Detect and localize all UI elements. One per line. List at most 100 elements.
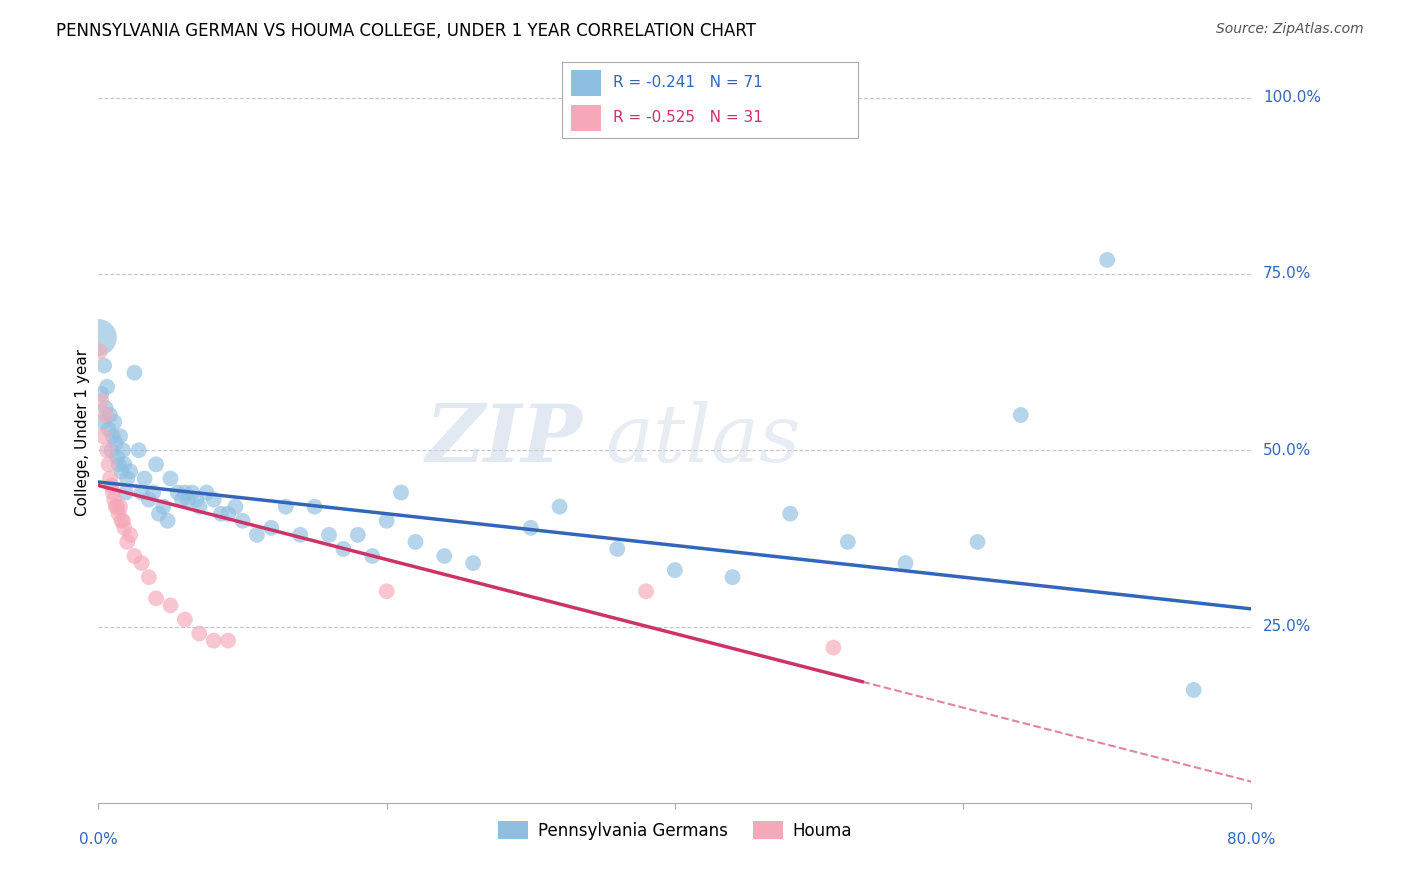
Point (138, 570, 160, 584)
Point (217, 507, 239, 521)
Point (202, 633, 225, 648)
Point (181, 485, 204, 500)
Point (117, 535, 139, 549)
Point (837, 535, 859, 549)
Text: 0.0%: 0.0% (79, 832, 118, 847)
Point (112, 458, 135, 472)
Point (145, 458, 167, 472)
Point (166, 485, 188, 500)
Point (103, 415, 125, 429)
Point (548, 500, 571, 514)
Point (186, 492, 208, 507)
Point (1182, 683, 1205, 698)
Point (87, 330, 110, 344)
Point (148, 507, 170, 521)
Point (405, 535, 427, 549)
Point (520, 521, 543, 535)
Text: 50.0%: 50.0% (1263, 442, 1312, 458)
Point (159, 471, 181, 485)
Point (104, 436, 127, 450)
Point (894, 556, 917, 570)
Point (93, 359, 115, 373)
Point (104, 500, 127, 514)
Point (105, 500, 128, 514)
Point (120, 528, 142, 542)
Point (318, 528, 340, 542)
Point (433, 549, 456, 563)
Point (89, 344, 111, 359)
Point (111, 514, 134, 528)
Point (152, 500, 174, 514)
Point (636, 584, 658, 599)
Bar (571, 70, 600, 95)
Point (195, 485, 218, 500)
Point (145, 591, 167, 606)
Point (111, 443, 134, 458)
Point (90, 387, 112, 401)
Point (103, 492, 125, 507)
Point (966, 535, 988, 549)
Point (156, 514, 179, 528)
Text: R = -0.241   N = 71: R = -0.241 N = 71 (613, 76, 762, 90)
Point (174, 485, 197, 500)
Text: atlas: atlas (606, 401, 801, 479)
Point (91, 429, 114, 443)
Point (361, 549, 384, 563)
Point (664, 563, 686, 577)
Text: PENNSYLVANIA GERMAN VS HOUMA COLLEGE, UNDER 1 YEAR CORRELATION CHART: PENNSYLVANIA GERMAN VS HOUMA COLLEGE, UN… (56, 22, 756, 40)
Point (779, 507, 801, 521)
Text: 25.0%: 25.0% (1263, 619, 1312, 634)
Point (138, 492, 160, 507)
Point (159, 599, 181, 613)
Point (246, 528, 269, 542)
Point (224, 500, 246, 514)
Point (209, 507, 232, 521)
Bar (571, 105, 600, 130)
Point (101, 485, 124, 500)
Point (188, 500, 211, 514)
Point (274, 500, 297, 514)
Point (131, 485, 153, 500)
Point (100, 478, 122, 492)
Point (97, 458, 120, 472)
Point (260, 521, 283, 535)
Point (107, 507, 129, 521)
Point (231, 514, 254, 528)
Point (304, 500, 326, 514)
Text: ZIP: ZIP (426, 401, 582, 479)
Point (375, 514, 398, 528)
Point (290, 528, 312, 542)
Point (94, 408, 117, 422)
Point (124, 549, 146, 563)
Point (346, 528, 368, 542)
Point (389, 485, 412, 500)
Point (1097, 252, 1119, 267)
Text: 100.0%: 100.0% (1263, 90, 1320, 105)
Point (131, 556, 153, 570)
Point (96, 380, 118, 394)
Point (94, 401, 117, 415)
Point (97, 422, 120, 436)
Point (461, 556, 484, 570)
Point (120, 464, 142, 478)
Point (128, 443, 150, 458)
Point (96, 443, 118, 458)
Point (108, 500, 131, 514)
Point (108, 429, 131, 443)
Point (217, 633, 239, 648)
Point (177, 492, 200, 507)
Point (90, 393, 112, 408)
Text: 80.0%: 80.0% (1227, 832, 1275, 847)
Point (134, 471, 156, 485)
Point (1010, 408, 1032, 422)
Text: Source: ZipAtlas.com: Source: ZipAtlas.com (1216, 22, 1364, 37)
Point (98, 408, 121, 422)
Point (112, 521, 135, 535)
Point (823, 640, 845, 655)
Point (98, 471, 121, 485)
Point (100, 443, 122, 458)
Point (110, 464, 132, 478)
Point (142, 485, 165, 500)
Point (375, 584, 398, 599)
Legend: Pennsylvania Germans, Houma: Pennsylvania Germans, Houma (491, 814, 859, 847)
